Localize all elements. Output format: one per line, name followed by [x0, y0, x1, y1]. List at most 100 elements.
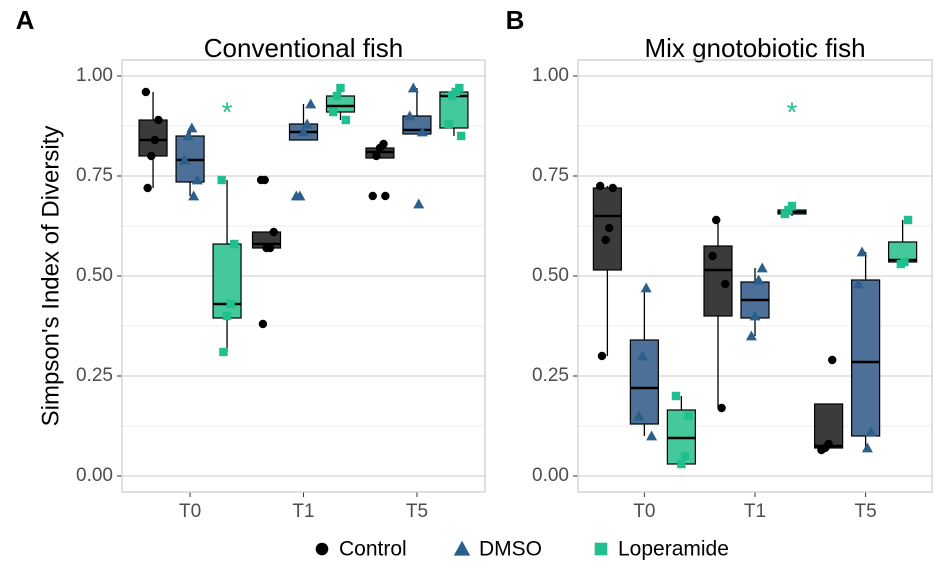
data-point	[188, 190, 200, 201]
data-point	[597, 351, 607, 361]
y-tick-label: 1.00	[532, 65, 569, 86]
data-point	[633, 410, 645, 421]
data-point	[332, 91, 342, 101]
y-tick-label: 1.00	[76, 65, 113, 86]
significance-marker: *	[222, 96, 233, 127]
data-point	[677, 459, 686, 469]
data-point	[186, 122, 198, 133]
data-point	[646, 430, 658, 441]
data-point	[182, 130, 194, 141]
data-point	[222, 311, 232, 321]
panel-frame	[121, 59, 486, 493]
data-point	[637, 350, 649, 361]
data-point	[856, 246, 868, 257]
data-point	[608, 183, 617, 193]
data-point	[219, 347, 228, 357]
data-point	[256, 175, 266, 185]
data-point	[154, 115, 163, 125]
data-point	[407, 82, 419, 93]
box	[629, 339, 659, 425]
data-point	[749, 310, 761, 321]
data-point	[817, 445, 826, 455]
data-point	[226, 299, 235, 309]
data-point	[258, 319, 268, 329]
data-point	[230, 239, 239, 249]
data-point	[671, 391, 681, 401]
data-point	[336, 83, 345, 93]
data-point	[217, 175, 226, 185]
box	[851, 279, 881, 437]
legend-label: Loperamide	[618, 538, 729, 561]
data-point	[147, 151, 156, 161]
data-point	[680, 451, 690, 461]
data-point	[341, 115, 351, 125]
x-tick-label: T5	[406, 501, 428, 522]
data-point	[262, 243, 271, 253]
legend-symbol	[594, 542, 608, 556]
data-point	[604, 223, 614, 233]
data-point	[290, 190, 302, 201]
data-point	[404, 110, 416, 121]
y-tick-label: 0.75	[532, 165, 569, 186]
data-point	[721, 279, 730, 289]
data-point	[717, 403, 726, 413]
x-tick-label: T1	[744, 501, 766, 522]
x-tick-label: T0	[633, 501, 655, 522]
data-point	[745, 330, 757, 341]
data-point	[305, 98, 317, 109]
data-point	[301, 118, 313, 129]
y-tick-label: 0.00	[532, 465, 569, 486]
legend-symbol	[315, 542, 329, 556]
data-point	[368, 191, 377, 201]
data-point	[684, 411, 693, 421]
data-point	[413, 198, 425, 209]
y-tick-label: 0.50	[76, 265, 113, 286]
significance-marker: *	[787, 96, 798, 127]
panel-label: B	[506, 5, 525, 35]
panel-title: Conventional fish	[204, 33, 403, 63]
y-tick-label: 0.00	[76, 465, 113, 486]
data-point	[896, 259, 906, 269]
data-point	[269, 227, 278, 237]
y-tick-label: 0.75	[76, 165, 113, 186]
legend-symbol	[453, 540, 471, 556]
data-point	[143, 183, 152, 193]
x-tick-label: T1	[292, 501, 314, 522]
data-point	[381, 191, 390, 201]
x-tick-label: T5	[855, 501, 877, 522]
data-point	[150, 135, 160, 145]
data-point	[712, 215, 721, 225]
data-point	[372, 151, 381, 161]
data-point	[298, 126, 309, 137]
data-point	[416, 126, 428, 137]
y-tick-label: 0.50	[532, 265, 569, 286]
y-tick-label: 0.25	[76, 365, 113, 386]
data-point	[179, 154, 191, 165]
data-point	[640, 282, 652, 293]
data-point	[456, 131, 466, 141]
data-point	[141, 87, 151, 97]
data-point	[191, 174, 203, 185]
legend: Control DMSO Loperamide	[339, 538, 729, 561]
panel-frame	[577, 59, 933, 493]
data-point	[708, 251, 717, 261]
y-tick-label: 0.25	[532, 365, 569, 386]
data-point	[903, 215, 913, 225]
data-point	[595, 181, 605, 191]
legend-label: Control	[339, 538, 407, 561]
y-axis-title: Simpson's Index of Diversity	[37, 126, 64, 427]
data-point	[375, 143, 385, 153]
data-point	[329, 107, 338, 117]
data-point	[861, 442, 873, 453]
data-point	[780, 209, 789, 219]
panel-label: A	[16, 5, 35, 35]
data-point	[601, 235, 610, 245]
data-point	[756, 262, 768, 273]
x-tick-label: T0	[179, 501, 201, 522]
data-point	[447, 91, 457, 101]
data-point	[444, 119, 453, 129]
data-point	[865, 426, 877, 437]
panel-title: Mix gnotobiotic fish	[644, 33, 865, 63]
